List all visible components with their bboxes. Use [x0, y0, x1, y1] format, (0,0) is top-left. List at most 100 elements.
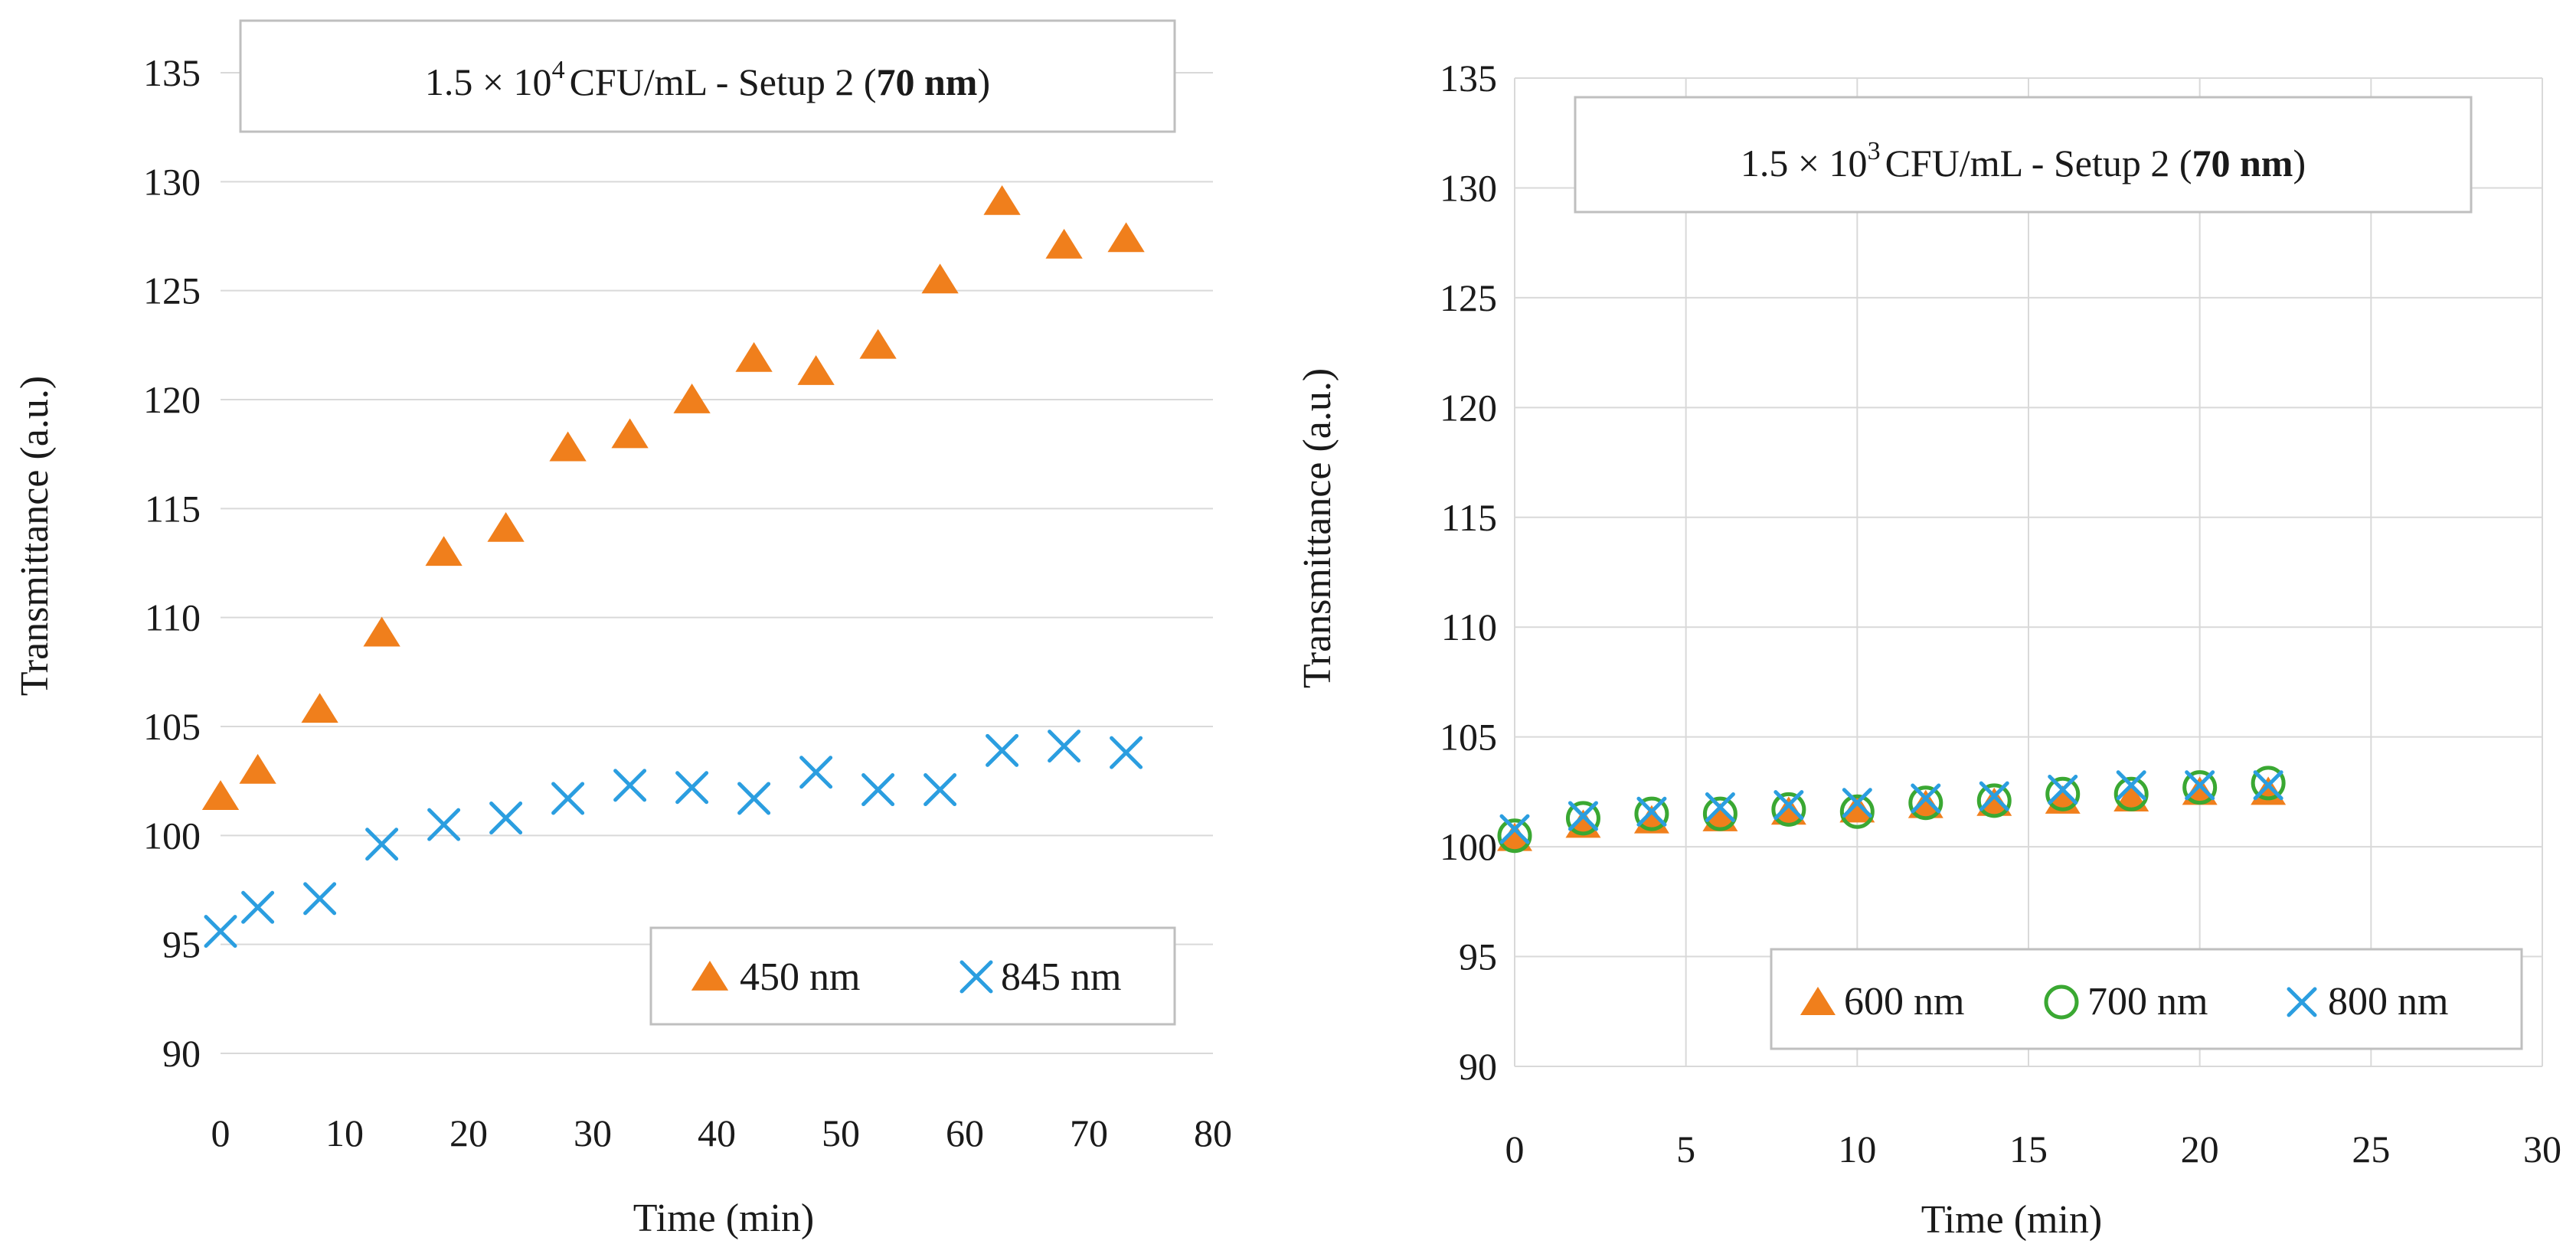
y-tick-label: 100 [143, 814, 201, 857]
point-700nm [2182, 770, 2218, 805]
legend-label-800nm: 800 nm [2328, 980, 2448, 1024]
point-800nm [1979, 781, 2009, 811]
point-845nm [799, 756, 833, 789]
y-tick-label: 115 [145, 487, 201, 530]
point-800nm [1568, 801, 1598, 831]
point-845nm [737, 782, 771, 815]
point-800nm [1636, 796, 1667, 827]
y-tick-label: 115 [1441, 496, 1497, 539]
legend-marker-845nm [959, 960, 993, 994]
point-450nm [239, 753, 276, 784]
y-tick-label: 120 [1440, 386, 1497, 429]
y-tick-label: 135 [1440, 57, 1497, 100]
point-845nm [1110, 736, 1143, 769]
x-tick-label: 0 [211, 1112, 230, 1154]
y-tick-label: 130 [143, 160, 201, 203]
point-700nm [2045, 776, 2081, 811]
point-845nm [613, 769, 647, 802]
y-tick-label: 120 [143, 378, 201, 421]
grid-right [1514, 77, 2543, 1067]
point-800nm [2185, 770, 2215, 801]
point-700nm [2113, 776, 2149, 811]
point-845nm [924, 773, 957, 807]
legend-label-450nm: 450 nm [740, 955, 860, 999]
x-axis-title-right: Time (min) [1921, 1198, 2102, 1242]
x-tick-label: 30 [574, 1112, 612, 1154]
point-450nm [983, 184, 1021, 215]
data-marks-left [201, 184, 1145, 948]
chart-title-right: 1.5 × 103 CFU/mL - Setup 2 (70 nm) [1741, 137, 2306, 184]
point-600nm [1497, 822, 1532, 851]
y-tick-label: 110 [145, 596, 201, 639]
point-845nm [551, 782, 585, 815]
x-tick-label: 15 [2009, 1128, 2048, 1170]
legend-marker-700nm [2044, 984, 2079, 1020]
y-tick-labels-left: 90 95 100 105 110 115 120 125 130 135 [143, 51, 201, 1075]
chart-title-left: 1.5 × 104 CFU/mL - Setup 2 (70 nm) [425, 56, 990, 103]
chart-left: 90 95 100 105 110 115 120 125 130 135 0 10 20 30 40 50… [13, 19, 1232, 1240]
x-tick-label: 10 [1838, 1128, 1876, 1170]
x-tick-label: 5 [1676, 1128, 1695, 1170]
legend-marker-800nm [2287, 987, 2317, 1017]
point-700nm [1565, 801, 1600, 836]
y-tick-label: 130 [1440, 166, 1497, 209]
title-box-right: 1.5 × 103 CFU/mL - Setup 2 (70 nm) [1574, 96, 2473, 214]
point-700nm [1634, 796, 1669, 831]
y-tick-label: 95 [162, 923, 201, 966]
point-450nm [797, 354, 835, 385]
point-800nm [1842, 788, 1872, 818]
point-700nm [2251, 766, 2286, 801]
title-box-left: 1.5 × 104 CFU/mL - Setup 2 (70 nm) [239, 19, 1176, 133]
x-tick-label: 70 [1070, 1112, 1108, 1154]
point-600nm [1976, 787, 2012, 816]
point-800nm [2048, 775, 2078, 805]
y-axis-title-left: Transmittance (a.u.) [13, 376, 57, 696]
point-845nm [427, 808, 461, 841]
x-tick-label: 30 [2523, 1128, 2561, 1170]
x-axis-title-left: Time (min) [633, 1197, 814, 1240]
x-tick-label: 50 [822, 1112, 860, 1154]
y-tick-label: 90 [1459, 1045, 1497, 1088]
x-tick-label: 80 [1194, 1112, 1232, 1154]
point-800nm [1773, 790, 1804, 821]
y-tick-label: 95 [1459, 935, 1497, 978]
y-tick-label: 125 [143, 269, 201, 312]
x-tick-label: 10 [325, 1112, 364, 1154]
x-tick-label: 40 [698, 1112, 736, 1154]
point-845nm [1048, 730, 1081, 763]
legend-label-700nm: 700 nm [2087, 980, 2208, 1024]
x-tick-label: 20 [2181, 1128, 2219, 1170]
point-845nm [365, 828, 399, 861]
x-tick-label: 20 [449, 1112, 488, 1154]
point-450nm [1107, 222, 1145, 253]
point-450nm [1045, 228, 1083, 259]
point-600nm [1839, 794, 1875, 823]
legend-right: 600 nm 700 nm 800 nm [1770, 948, 2523, 1050]
point-800nm [1705, 792, 1735, 822]
point-845nm [303, 882, 337, 916]
y-tick-labels-right: 90 95 100 105 110 115 120 125 130 135 [1440, 57, 1497, 1088]
data-marks-right [1497, 766, 2287, 854]
point-600nm [1770, 796, 1806, 825]
x-tick-labels-right: 0 5 10 15 20 25 30 [1505, 1128, 2562, 1170]
legend-left: 450 nm 845 nm [649, 926, 1176, 1026]
point-450nm [301, 693, 338, 723]
point-800nm [2253, 770, 2283, 801]
y-tick-label: 110 [1441, 606, 1497, 648]
point-450nm [425, 536, 463, 566]
point-845nm [861, 773, 895, 807]
x-tick-label: 0 [1505, 1128, 1525, 1170]
x-tick-label: 25 [2352, 1128, 2390, 1170]
legend-marker-600nm [1800, 987, 1836, 1015]
y-tick-label: 135 [143, 51, 201, 94]
point-450nm [201, 780, 240, 810]
legend-marker-450nm [691, 961, 729, 991]
point-450nm [859, 328, 897, 359]
point-845nm [241, 890, 275, 924]
x-tick-label: 60 [946, 1112, 984, 1154]
point-845nm [489, 802, 523, 835]
y-tick-label: 105 [1440, 716, 1497, 759]
point-800nm [1499, 814, 1530, 844]
point-700nm [1702, 796, 1737, 831]
point-800nm [1911, 783, 1941, 814]
